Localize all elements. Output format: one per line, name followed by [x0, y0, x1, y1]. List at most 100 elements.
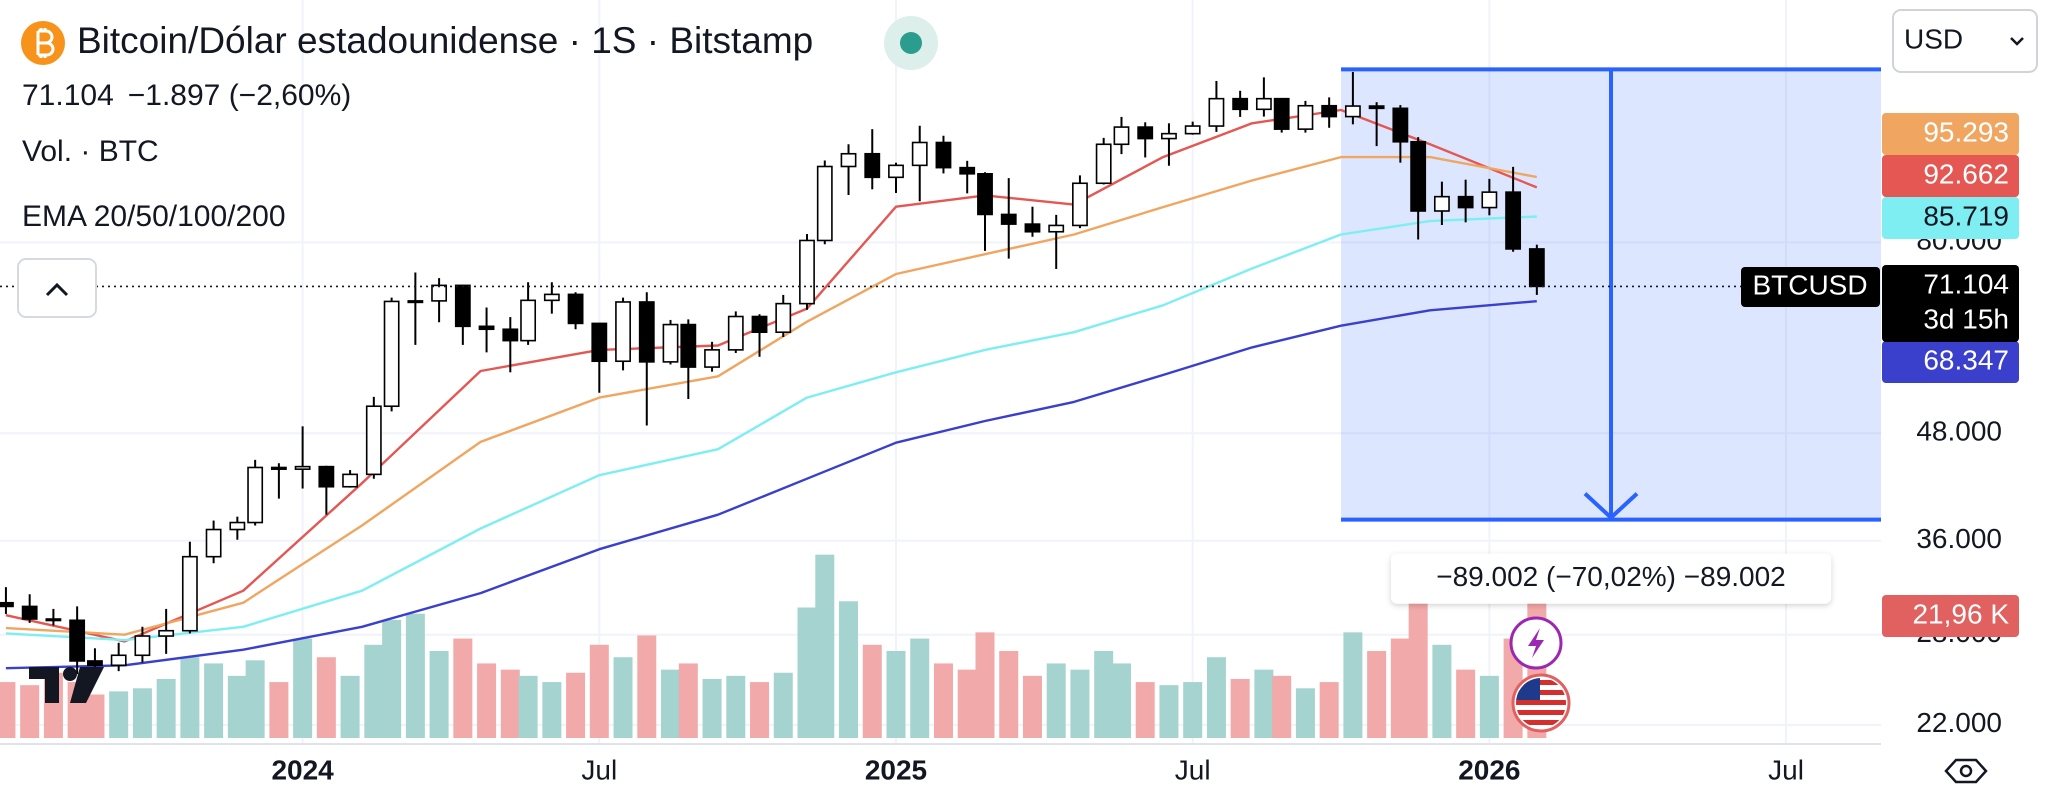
volume-bar — [1343, 632, 1363, 738]
logo-t — [29, 667, 59, 703]
volume-bar — [132, 688, 152, 738]
candle-body — [567, 293, 584, 325]
volume-bar — [1159, 685, 1179, 738]
volume-bar — [678, 663, 698, 738]
candle-body — [407, 300, 424, 304]
candle-body — [775, 302, 792, 334]
ema-value-label-box — [1882, 113, 2019, 155]
candle-body — [1481, 191, 1498, 209]
logo-dot — [63, 667, 77, 681]
ema-line — [5, 300, 1537, 670]
volume-value-label: 21,96 K — [1912, 598, 2009, 629]
currency-dropdown[interactable]: USD — [1892, 9, 2038, 73]
y-tick-label: 36.000 — [1916, 523, 2002, 554]
candle-layer — [0, 71, 1545, 675]
candle-body — [87, 660, 103, 667]
candle-body — [977, 173, 993, 216]
candle-body — [1137, 126, 1154, 140]
volume-bar — [156, 678, 176, 738]
dropdown-chevron — [2010, 37, 2024, 46]
alert-icon[interactable] — [1509, 616, 1563, 670]
volume-bar — [1390, 638, 1410, 738]
volume-bar — [364, 644, 384, 738]
volume-bar — [269, 682, 289, 738]
volume-bar — [1094, 651, 1114, 738]
volume-bar — [862, 644, 882, 738]
volume-bar — [1408, 601, 1428, 738]
ema-value-label: 95.293 — [1923, 116, 2009, 147]
candle-body — [1528, 248, 1545, 288]
volume-layer — [0, 554, 1547, 738]
volume-bar — [1135, 682, 1155, 738]
header: Bitcoin/Dólar estadounidense · 1S · Bits… — [17, 16, 938, 318]
ema-value-label-box — [1882, 341, 2019, 383]
candle-body — [431, 284, 448, 302]
candle-body — [318, 465, 335, 488]
price-change: −1.897 (−2,60%) — [128, 79, 352, 112]
volume-bar — [1295, 688, 1315, 738]
ema-value-label-box — [1882, 155, 2019, 197]
volume-bar — [1319, 682, 1339, 738]
flag-stripe — [1516, 690, 1566, 695]
y-tick-label: 22.000 — [1916, 707, 2002, 738]
volume-bar — [1432, 644, 1452, 738]
flag-stripe — [1516, 680, 1566, 685]
candle-body — [1113, 126, 1130, 146]
candle-body — [1161, 132, 1177, 140]
candle-body — [1392, 107, 1409, 143]
candle-body — [270, 466, 287, 470]
volume-bar — [542, 682, 562, 738]
collapse-button[interactable] — [17, 258, 97, 318]
candle-body — [1321, 104, 1338, 118]
flag-stripe — [1516, 710, 1566, 715]
candle-body — [638, 301, 655, 363]
flag — [1516, 678, 1566, 728]
volume-bar — [773, 672, 793, 738]
volume-bar — [180, 657, 200, 738]
settings-icon[interactable] — [1944, 758, 1988, 784]
volume-bar — [405, 613, 425, 738]
candle-body — [727, 315, 744, 351]
volume-bar — [382, 619, 402, 738]
candle-body — [911, 141, 928, 167]
lightning — [1528, 628, 1544, 658]
ema-value-label: 68.347 — [1923, 344, 2009, 375]
ema-line — [5, 108, 1538, 643]
quote-line: 71.104 −1.897 (−2,60%) — [22, 79, 351, 112]
volume-bar — [1367, 651, 1387, 738]
candle-body — [1184, 125, 1201, 135]
candle-body — [1297, 104, 1314, 130]
volume-bar — [999, 651, 1019, 738]
volume-bar — [1046, 663, 1066, 738]
candle-body — [294, 465, 311, 470]
volume-bar — [702, 678, 722, 738]
ema-layer — [5, 108, 1538, 670]
volume-bar — [500, 669, 520, 738]
last-price: 71.104 — [22, 79, 114, 112]
ema-value-label-box — [1882, 197, 2019, 239]
settings-hexagon[interactable] — [1944, 758, 1988, 784]
volume-bar — [661, 669, 681, 738]
ema-value-label: 85.719 — [1923, 200, 2009, 231]
settings-dot — [1959, 764, 1973, 778]
volume-bar — [204, 663, 224, 738]
candle-body — [110, 654, 127, 667]
x-tick-label: 2025 — [865, 754, 927, 785]
candle-body — [383, 300, 400, 408]
volume-bar — [726, 675, 746, 738]
dropdown-box[interactable] — [1892, 9, 2038, 73]
volume-bar — [815, 554, 835, 738]
candle-body — [751, 315, 768, 334]
volume-value-label-box — [1882, 595, 2019, 637]
x-tick-label: Jul — [1768, 754, 1804, 785]
volume-bar — [1111, 663, 1131, 738]
volume-bar — [1272, 675, 1292, 738]
event-icon[interactable] — [1511, 673, 1571, 733]
y-tick-label: 48.000 — [1916, 416, 2002, 447]
candle-body — [1410, 140, 1427, 212]
candle-body — [229, 521, 246, 531]
price-box — [1882, 265, 2019, 342]
volume-bar — [245, 660, 265, 738]
